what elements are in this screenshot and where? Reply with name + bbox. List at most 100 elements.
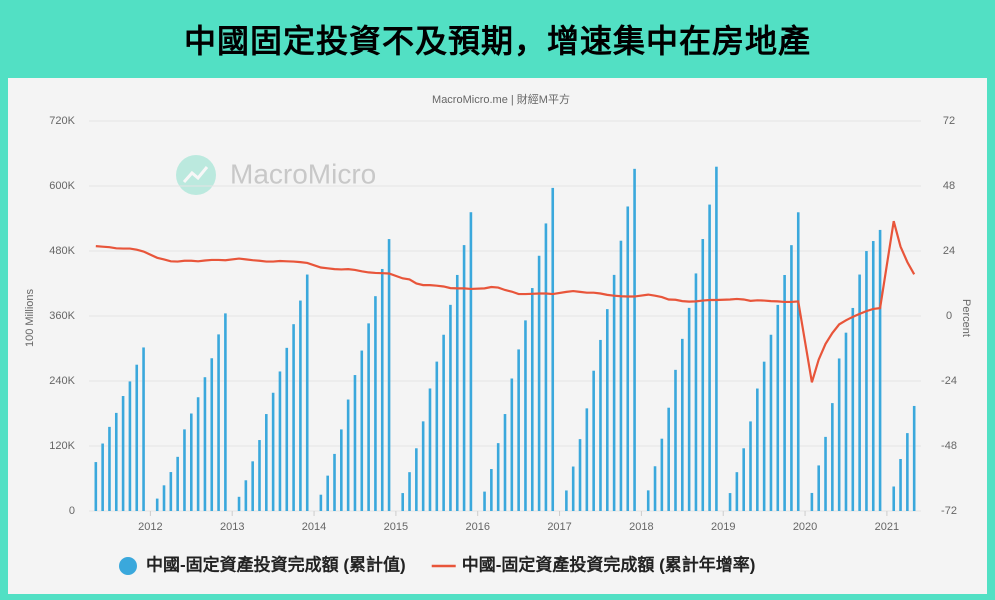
bar	[510, 378, 514, 511]
y-tick-label: 720K	[49, 115, 75, 127]
bar	[340, 429, 343, 511]
bar	[162, 485, 166, 511]
x-tick-label: 2014	[302, 521, 326, 533]
bar	[592, 370, 595, 511]
bar	[203, 377, 207, 511]
bar	[790, 245, 793, 511]
bar	[360, 350, 364, 511]
bar	[183, 429, 186, 511]
bar	[851, 307, 855, 511]
bar	[346, 399, 350, 511]
bar	[108, 426, 111, 511]
x-tick-label: 2013	[220, 521, 244, 533]
bar	[455, 274, 459, 511]
bar	[374, 296, 377, 511]
bar	[831, 403, 834, 511]
bar	[271, 392, 275, 511]
bar	[421, 421, 425, 511]
bar	[121, 396, 125, 511]
bar	[769, 334, 773, 511]
bar	[524, 320, 527, 511]
bar	[333, 453, 336, 511]
bar	[667, 407, 670, 511]
bar	[237, 496, 241, 511]
bar	[196, 397, 200, 511]
bar	[210, 358, 214, 511]
bar	[633, 168, 636, 511]
watermark: MacroMicro	[230, 158, 376, 189]
bar	[565, 490, 568, 511]
y2-tick-label: 0	[946, 310, 952, 322]
bar	[612, 274, 616, 511]
bar	[858, 274, 861, 511]
bar	[701, 239, 705, 511]
x-tick-label: 2016	[465, 521, 489, 533]
bar	[251, 461, 254, 511]
line	[95, 220, 916, 383]
bar	[585, 408, 589, 511]
bar	[278, 371, 282, 511]
page-title: 中國固定投資不及預期，增速集中在房地產	[183, 23, 811, 59]
bar	[871, 241, 875, 511]
bar	[653, 466, 657, 511]
bar	[551, 187, 555, 511]
bar	[135, 364, 139, 511]
bar	[428, 388, 432, 511]
bar	[599, 339, 602, 511]
bar	[742, 448, 745, 511]
bar	[844, 332, 848, 511]
bar	[319, 494, 323, 511]
bar	[176, 456, 179, 511]
bar	[401, 493, 405, 511]
bar	[244, 480, 248, 511]
bar	[469, 212, 473, 511]
bar	[299, 300, 302, 511]
y2-tick-label: 48	[943, 180, 955, 192]
legend-label: 中國-固定資產投資完成額 (累計值)	[146, 554, 406, 574]
bar	[619, 240, 623, 512]
y2-tick-label: -24	[941, 375, 957, 387]
x-tick-label: 2017	[547, 521, 571, 533]
y-tick-label: 480K	[49, 245, 75, 257]
bar	[708, 204, 711, 511]
bar	[537, 255, 541, 511]
bar	[906, 433, 909, 511]
bar	[169, 472, 173, 511]
x-tick-label: 2020	[793, 521, 817, 533]
y-tick-label: 600K	[49, 180, 75, 192]
bar	[367, 323, 370, 511]
bar	[749, 421, 752, 511]
bar	[217, 334, 220, 511]
bar	[449, 304, 452, 511]
x-tick-label: 2019	[711, 521, 735, 533]
bar	[728, 493, 732, 511]
bar	[605, 309, 609, 511]
y2-axis-label: Percent	[960, 299, 972, 337]
bar	[224, 313, 227, 511]
bar	[646, 490, 650, 511]
bar	[155, 498, 159, 511]
legend-label: 中國-固定資產投資完成額 (累計年增率)	[462, 554, 756, 574]
bar	[817, 465, 821, 511]
bar	[292, 324, 295, 511]
bar	[810, 492, 814, 511]
bar	[503, 414, 507, 511]
bar	[776, 304, 780, 511]
bar	[442, 334, 445, 511]
bar	[796, 212, 800, 511]
bar	[285, 347, 289, 511]
bar	[544, 223, 548, 511]
bar	[305, 274, 309, 511]
bar	[681, 338, 684, 511]
bar	[94, 462, 98, 511]
y-tick-label: 120K	[49, 440, 75, 452]
bar	[462, 245, 466, 512]
bar	[865, 251, 868, 512]
y-tick-label: 240K	[49, 375, 75, 387]
bar	[387, 239, 391, 511]
bar	[496, 443, 500, 511]
bar	[483, 491, 486, 511]
chart: MacroMicro.me | 財經M平方 MacroMicro 100 Mil…	[8, 78, 987, 594]
y-tick-label: 0	[69, 505, 75, 517]
